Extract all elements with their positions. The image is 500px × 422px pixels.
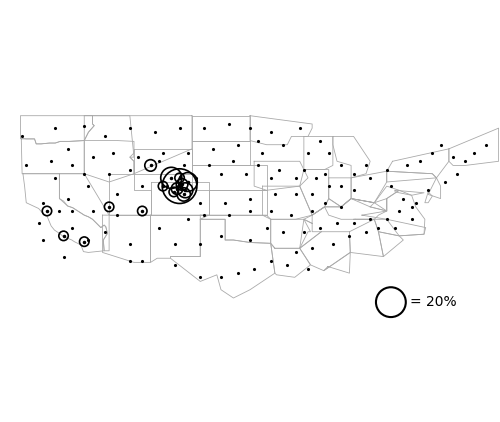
Text: = 20%: = 20% bbox=[410, 295, 457, 309]
